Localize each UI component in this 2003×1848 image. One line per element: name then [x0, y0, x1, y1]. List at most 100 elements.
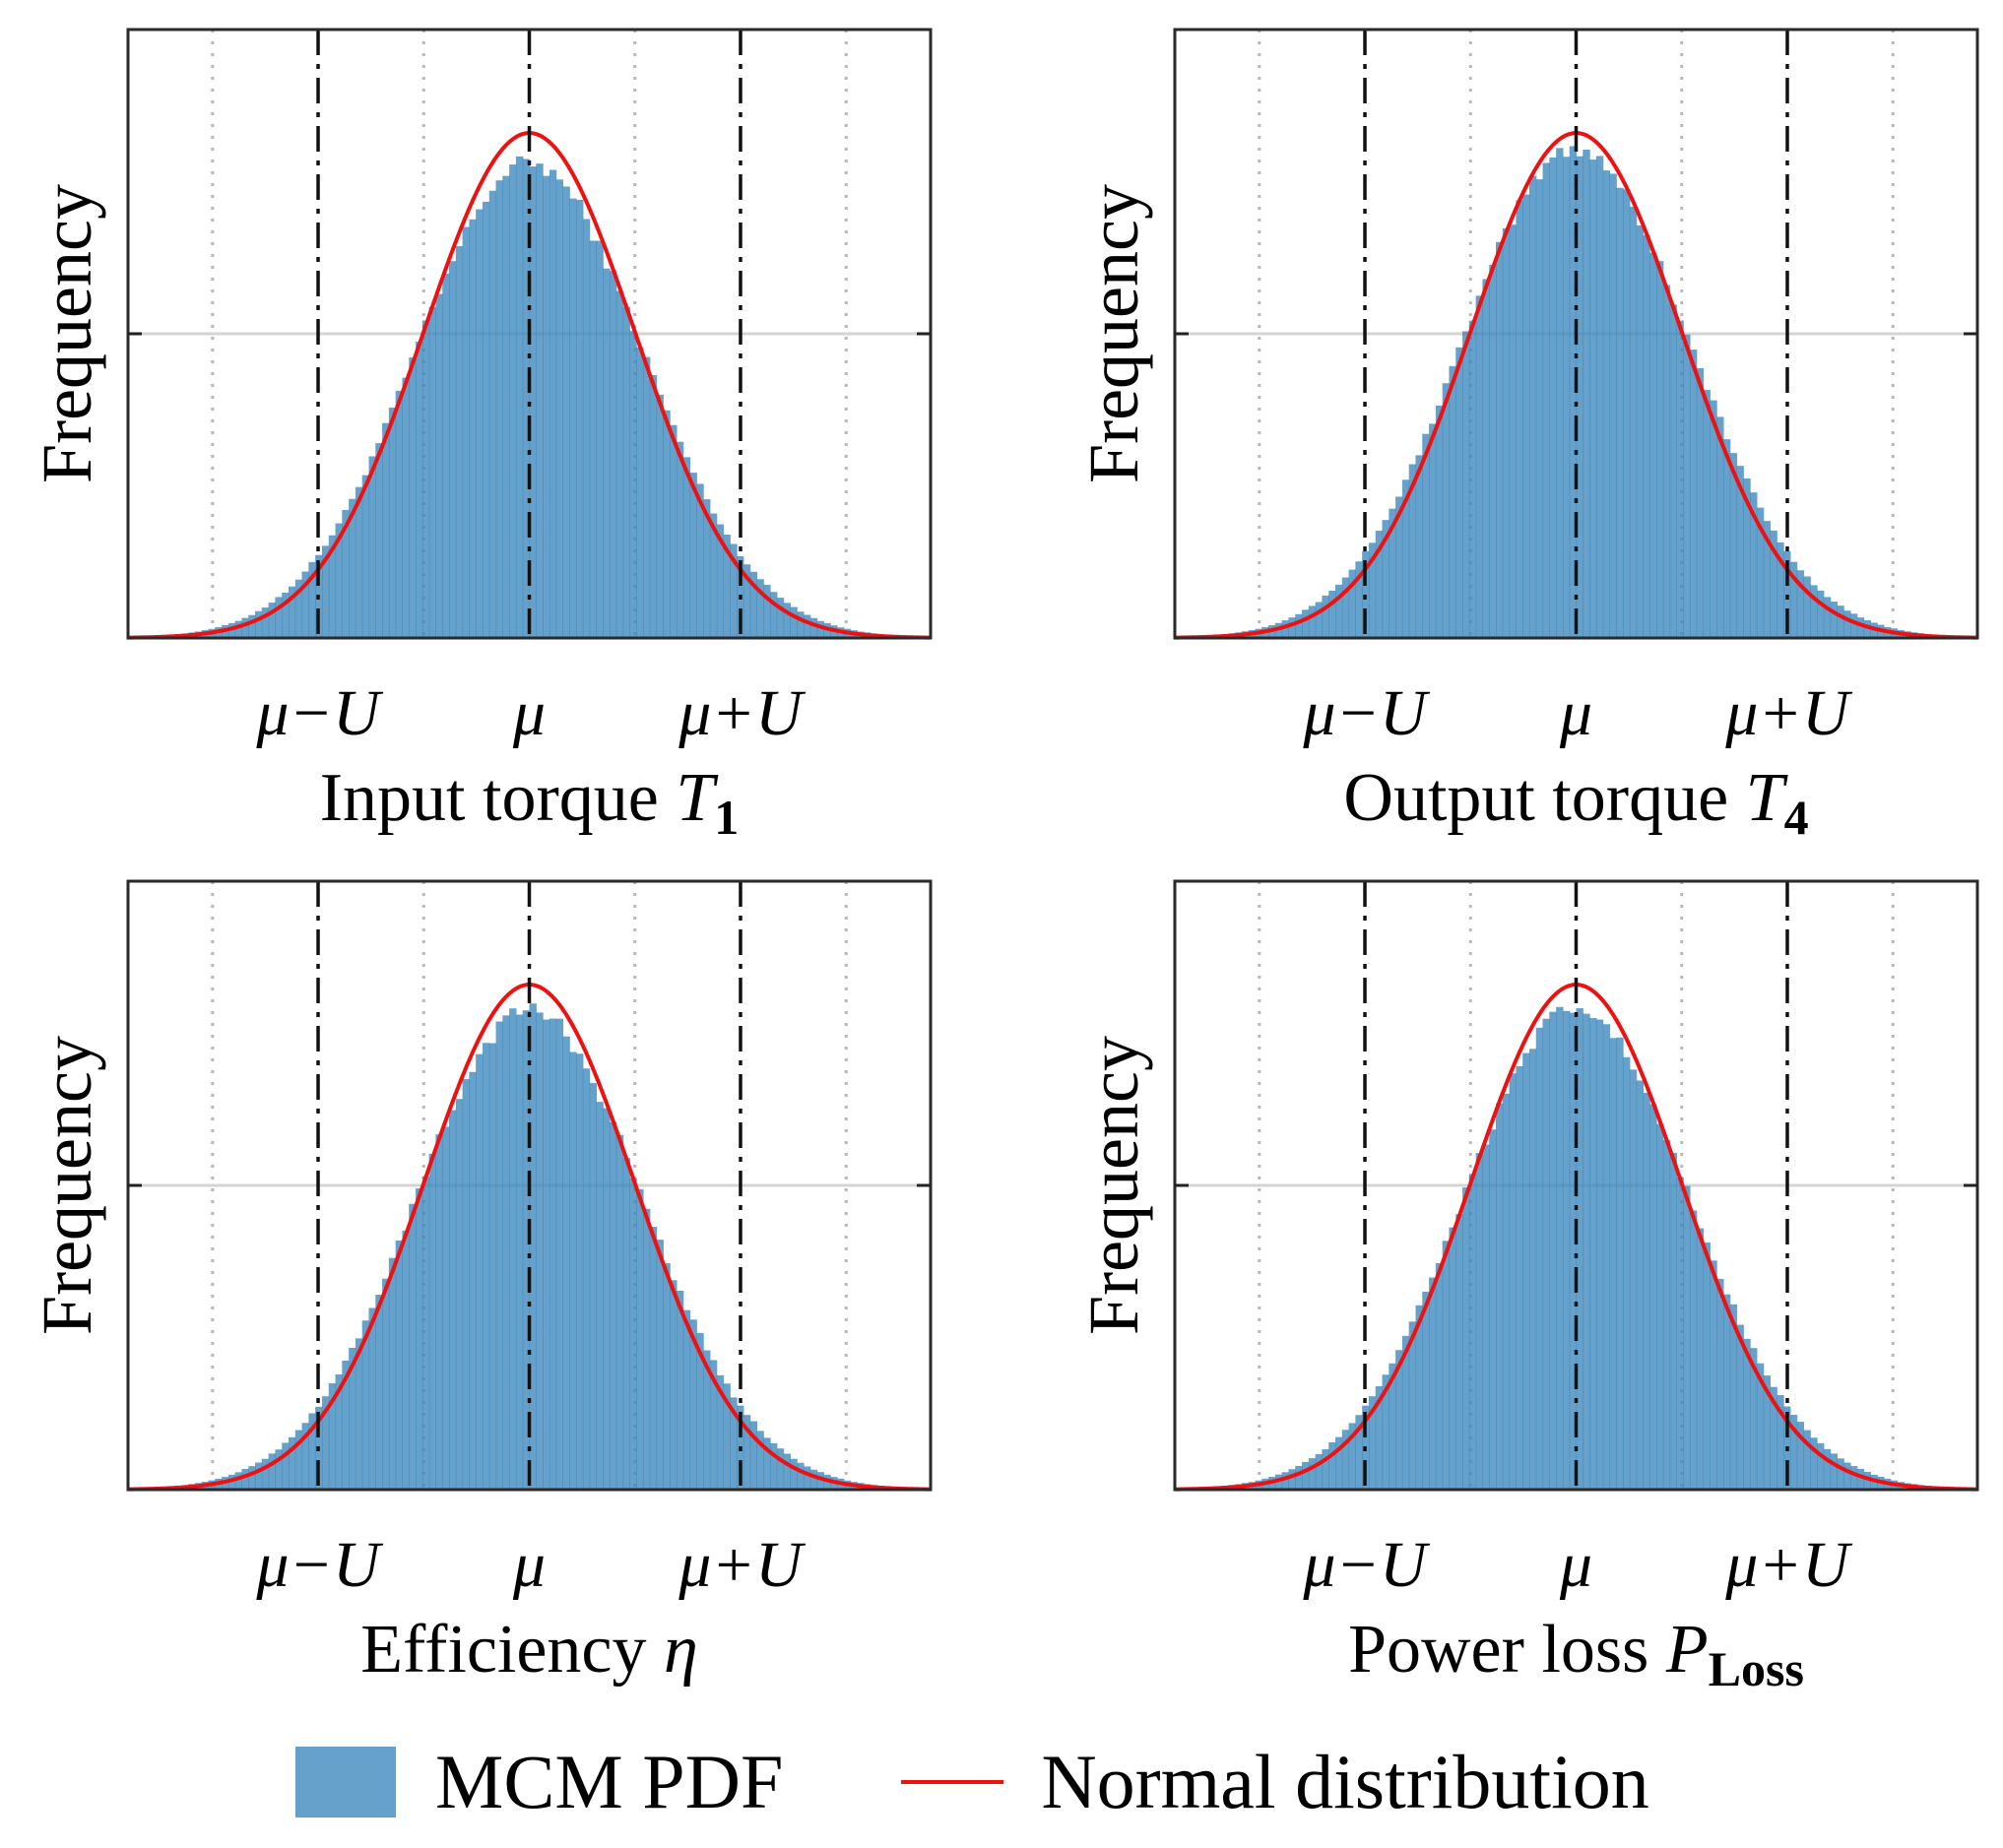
- histogram-bar: [1281, 620, 1290, 638]
- histogram-bar: [1823, 1448, 1832, 1490]
- histogram-bar: [1502, 1093, 1511, 1490]
- histogram-bar: [1649, 252, 1657, 638]
- legend-swatch-normal-line: [901, 1780, 1004, 1784]
- histogram-bar: [589, 1083, 598, 1490]
- histogram-bar: [1830, 1453, 1838, 1490]
- histogram-bar: [255, 610, 263, 638]
- histogram-bar: [495, 180, 503, 638]
- histogram-bar: [555, 1018, 564, 1490]
- histogram-bar: [482, 1043, 490, 1490]
- histogram-bar: [1315, 602, 1324, 638]
- histogram-bar: [1455, 347, 1463, 638]
- x-tick-label: μ+U: [678, 1529, 807, 1601]
- histogram-bar: [703, 499, 711, 638]
- histogram-bar: [268, 603, 277, 638]
- histogram-bar: [636, 1188, 644, 1490]
- x-tick-label: μ+U: [1724, 1529, 1853, 1601]
- histogram-bar: [629, 331, 637, 638]
- histogram-bar: [549, 1018, 557, 1490]
- histogram: [1175, 1006, 1978, 1490]
- histogram-bar: [676, 441, 684, 638]
- histogram-bar: [1796, 1422, 1805, 1490]
- x-tick-label: μ: [1559, 1529, 1592, 1601]
- histogram-bar: [1763, 1375, 1772, 1490]
- histogram-bar: [1616, 187, 1624, 638]
- histogram-bar: [462, 1079, 470, 1490]
- x-tick-label: μ−U: [255, 1529, 384, 1601]
- x-axis-label: Efficiency η: [360, 1612, 697, 1688]
- histogram-bar: [1556, 1006, 1564, 1490]
- histogram-bar: [1322, 595, 1329, 638]
- histogram-bar: [234, 1472, 243, 1490]
- histogram-bar: [502, 175, 510, 639]
- histogram-bar: [1756, 1363, 1765, 1490]
- histogram-bar: [1408, 1321, 1417, 1490]
- histogram-bar: [1662, 285, 1671, 638]
- histogram-bar: [1576, 156, 1583, 638]
- histogram-bar: [227, 622, 236, 638]
- histogram-bar: [1496, 241, 1504, 638]
- histogram-bar: [576, 1053, 584, 1490]
- histogram-bar: [1763, 521, 1772, 638]
- histogram-bar: [1843, 1462, 1851, 1490]
- histogram-bar: [368, 456, 376, 638]
- histogram-bar: [749, 1421, 758, 1490]
- histogram-bar: [502, 1015, 510, 1490]
- histogram-bar: [689, 1319, 697, 1490]
- histogram-bar: [382, 1278, 390, 1490]
- histogram-bar: [1770, 1386, 1777, 1490]
- histogram-bar: [355, 1338, 363, 1490]
- histogram-bar: [476, 209, 484, 638]
- histogram-bar: [1462, 1187, 1470, 1490]
- histogram-bar: [428, 1153, 437, 1490]
- histogram-bar: [522, 1010, 531, 1490]
- histogram-bar: [670, 424, 678, 638]
- histogram-bar: [1623, 189, 1631, 638]
- histogram-bar: [1623, 1056, 1631, 1490]
- histogram: [128, 1003, 932, 1490]
- histogram-bar: [576, 199, 584, 638]
- histogram-bar: [355, 486, 363, 638]
- histogram-bar: [294, 1430, 303, 1490]
- histogram-bar: [1335, 584, 1343, 638]
- histogram-bar: [1843, 610, 1851, 638]
- histogram-bar: [375, 1295, 383, 1490]
- y-axis-label: Frequency: [28, 1036, 106, 1335]
- histogram-bar: [730, 1397, 738, 1490]
- histogram-bar: [569, 198, 577, 638]
- histogram-bar: [1308, 1458, 1317, 1490]
- histogram-bar: [1322, 1449, 1329, 1490]
- histogram-bar: [1643, 234, 1650, 639]
- histogram-bar: [1415, 1305, 1423, 1490]
- histogram-bar: [763, 1437, 771, 1490]
- histogram-bar: [1395, 496, 1403, 638]
- histogram-bar: [1302, 1461, 1310, 1490]
- histogram-bar: [1576, 1008, 1583, 1490]
- x-tick-label: μ−U: [255, 677, 384, 749]
- histogram-bar: [294, 579, 303, 638]
- histogram-bar: [1750, 1348, 1758, 1490]
- histogram-bar: [282, 592, 290, 638]
- histogram-bar: [1636, 1080, 1645, 1490]
- histogram-bar: [1482, 279, 1490, 638]
- histogram-bar: [488, 190, 497, 638]
- histogram-bar: [543, 1019, 550, 1490]
- histogram-bar: [1375, 1386, 1384, 1490]
- histogram-bar: [716, 524, 725, 638]
- histogram-bar: [495, 1021, 503, 1490]
- histogram-bar: [1549, 157, 1557, 638]
- histogram-bar: [1683, 1185, 1691, 1490]
- histogram-bar: [1535, 1027, 1544, 1490]
- histogram-bar: [248, 1466, 256, 1490]
- histogram-bar: [1656, 1123, 1664, 1490]
- histogram-bar: [1435, 405, 1444, 638]
- histogram-bar: [1703, 1243, 1711, 1490]
- histogram-bar: [696, 1332, 704, 1490]
- histogram-bar: [756, 579, 764, 638]
- histogram-bar: [248, 614, 256, 638]
- histogram-bar: [1502, 227, 1511, 639]
- histogram-bar: [308, 561, 316, 638]
- histogram-bar: [536, 1012, 544, 1490]
- histogram-bar: [543, 175, 550, 638]
- histogram-bar: [449, 261, 457, 638]
